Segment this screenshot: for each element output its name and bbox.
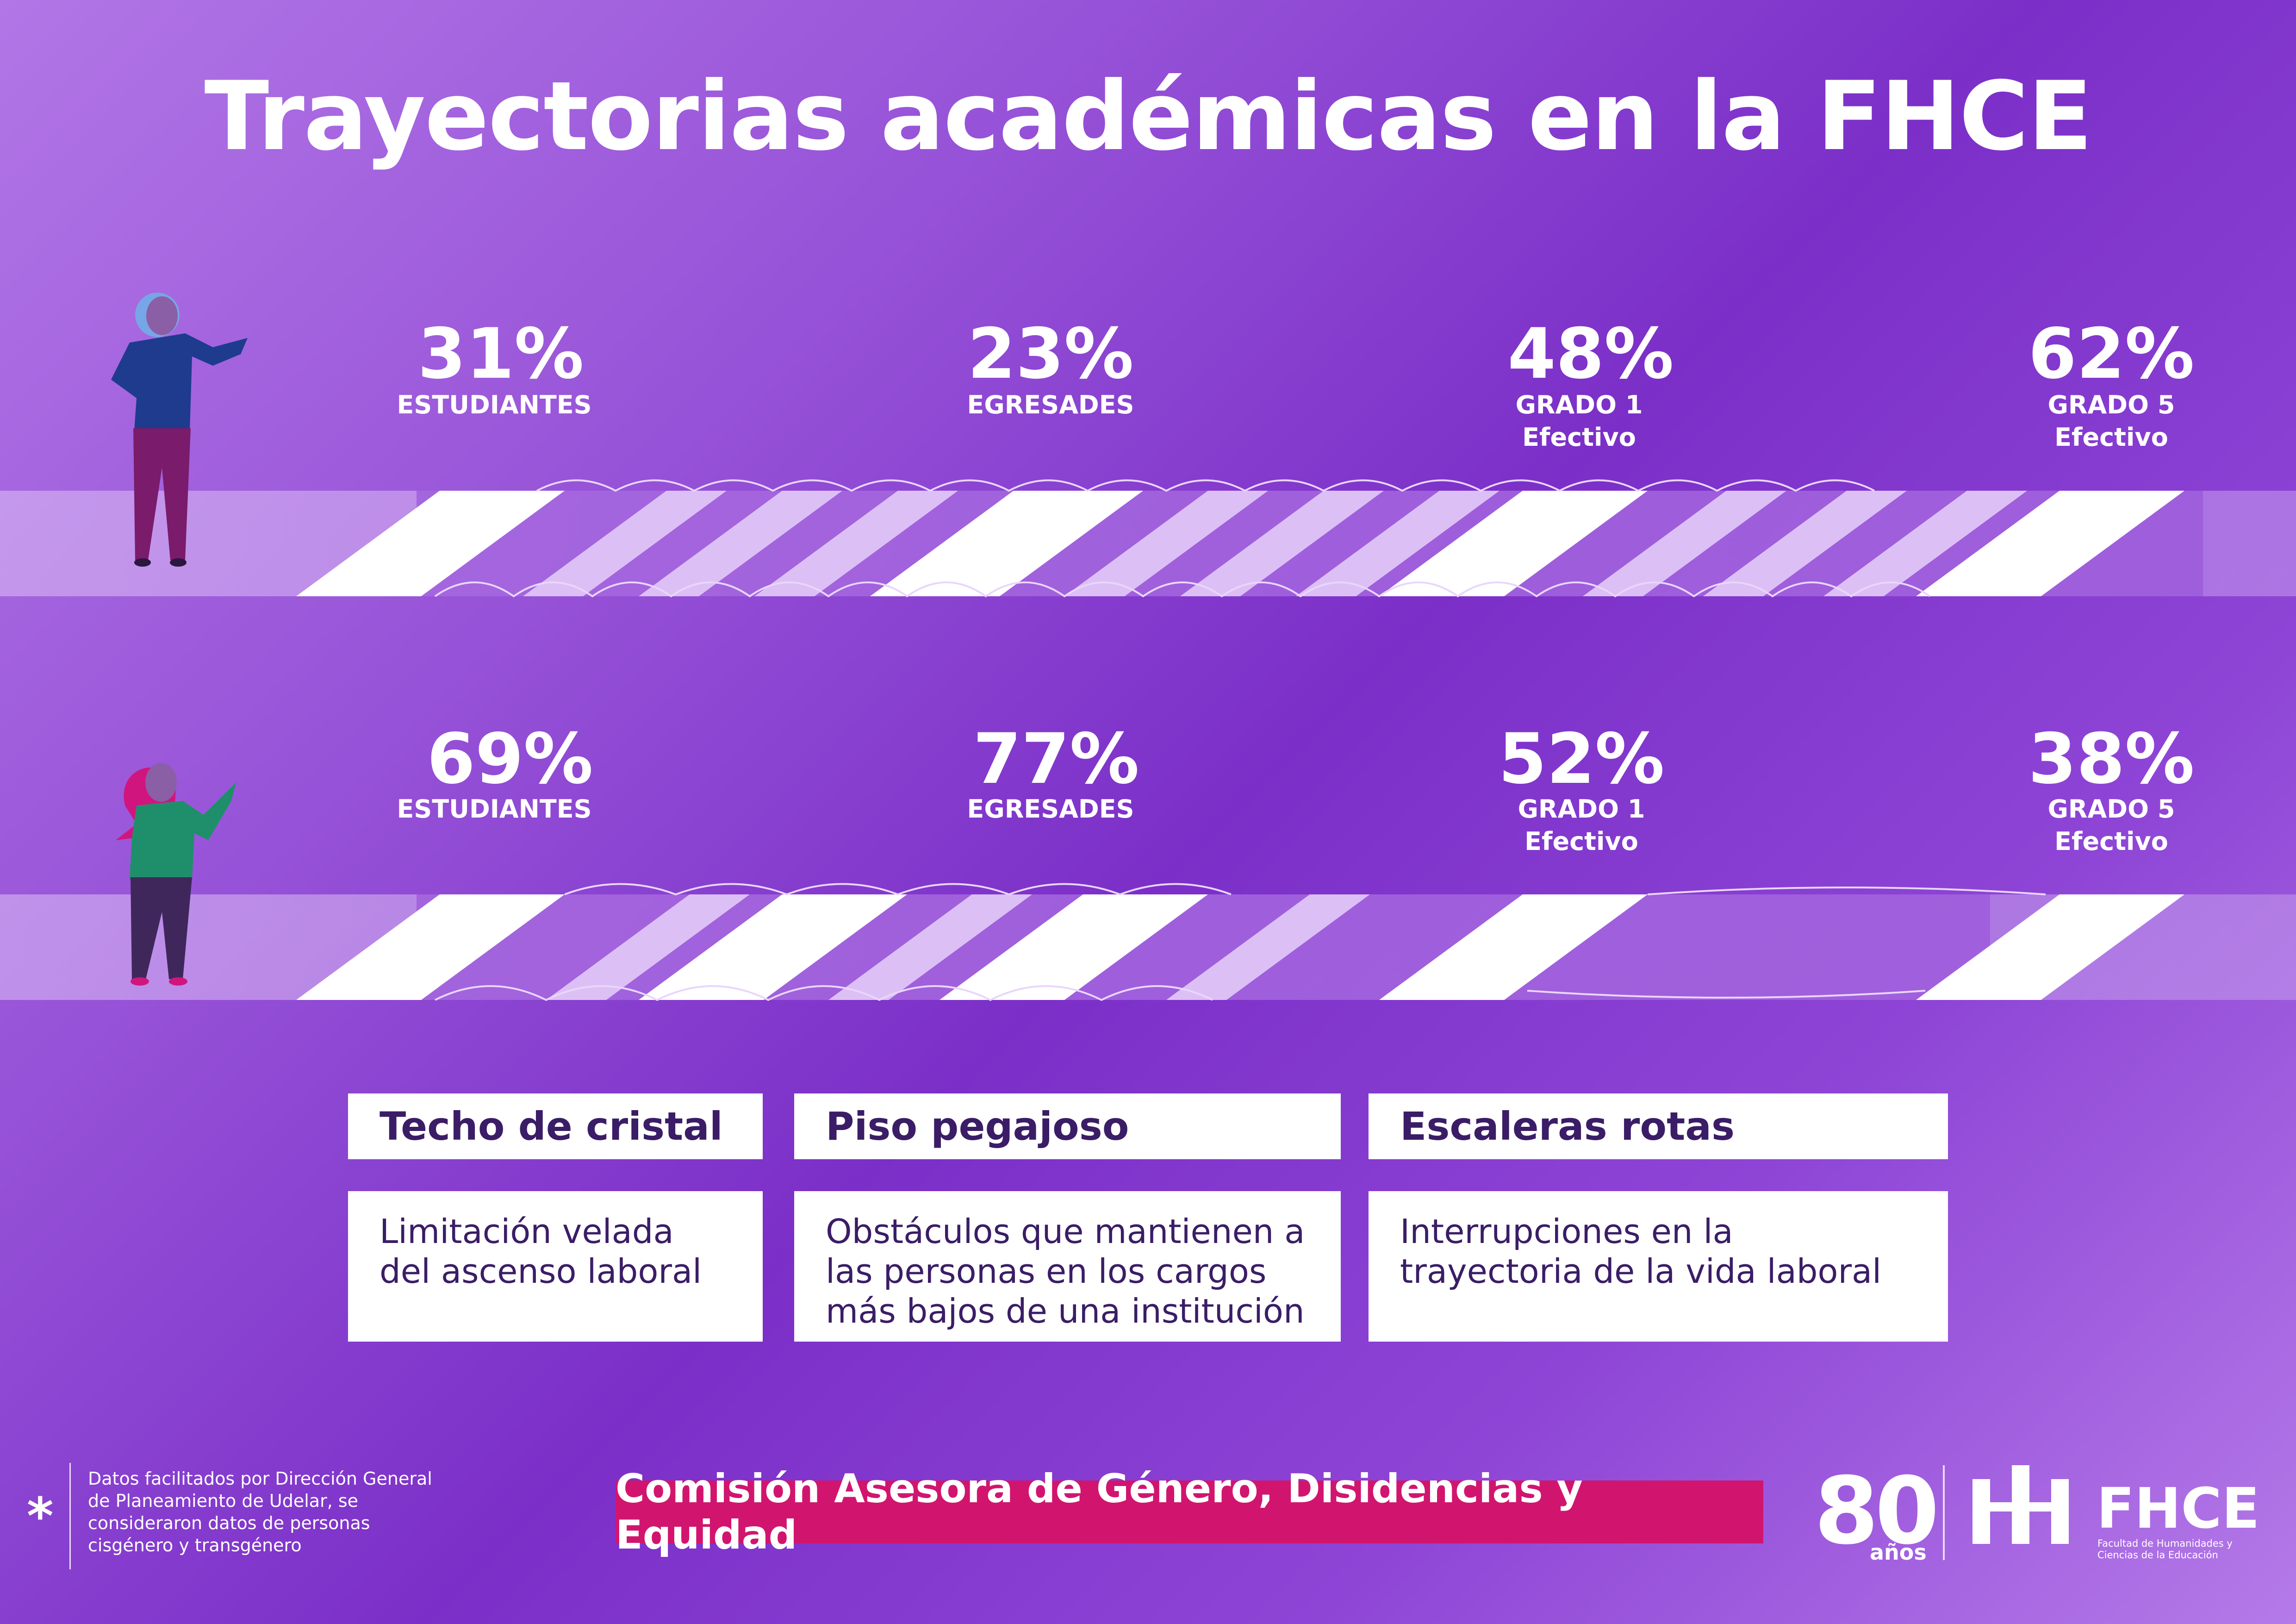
band-1-stripes [296, 491, 2184, 596]
band-1-arcs [434, 479, 1931, 598]
stat-label: EGRESADES [967, 390, 1134, 419]
stat-label: GRADO 1 Efectivo [1515, 390, 1643, 452]
stat-value: 52% [1498, 719, 1665, 800]
stat-label: GRADO 5 Efectivo [2047, 794, 2175, 856]
logo-subtitle: Facultad de Humanidades y Ciencias de la… [2097, 1538, 2233, 1561]
logo-name: FHCE [2097, 1477, 2260, 1541]
stat-value: 23% [967, 314, 1134, 394]
man-figure-icon [111, 293, 248, 567]
anniversary-word: años [1870, 1540, 1927, 1565]
commission-banner: Comisión Asesora de Género, Disidencias … [616, 1466, 1763, 1558]
anniversary-number: 80 [1814, 1457, 1939, 1565]
stat-label: ESTUDIANTES [397, 390, 592, 419]
concept-description-techo: Limitación velada del ascenso laboral [348, 1191, 763, 1342]
footnote-divider [69, 1463, 71, 1569]
stat-label: EGRESADES [967, 794, 1134, 824]
band-2-stripes [296, 894, 2184, 1000]
stat-value: 62% [2028, 314, 2195, 394]
band-2-arcs [435, 883, 2046, 1001]
concept-description-escaleras: Interrupciones en la trayectoria de la v… [1369, 1191, 1948, 1342]
stat-value: 69% [427, 719, 593, 800]
woman-figure-icon [116, 763, 236, 986]
page-title: Trayectorias académicas en la FHCE [204, 62, 2092, 172]
logo-divider [1943, 1465, 1945, 1560]
stat-label: ESTUDIANTES [397, 794, 592, 824]
concept-title-escaleras: Escaleras rotas [1369, 1093, 1948, 1159]
stat-label: GRADO 5 Efectivo [2047, 390, 2175, 452]
concept-title-techo: Techo de cristal [348, 1093, 763, 1159]
concept-title-piso: Piso pegajoso [794, 1093, 1341, 1159]
concept-description-piso: Obstáculos que mantienen a las personas … [794, 1191, 1341, 1342]
footnote-asterisk: * [27, 1487, 54, 1546]
stat-value: 77% [973, 719, 1139, 800]
stat-label: GRADO 1 Efectivo [1518, 794, 1645, 856]
stat-value: 38% [2028, 719, 2195, 800]
fhce-logo-icon [1972, 1465, 2069, 1544]
stat-value: 48% [1507, 314, 1674, 394]
stat-value: 31% [417, 314, 584, 394]
footnote-text: Datos facilitados por Dirección General … [88, 1468, 432, 1555]
